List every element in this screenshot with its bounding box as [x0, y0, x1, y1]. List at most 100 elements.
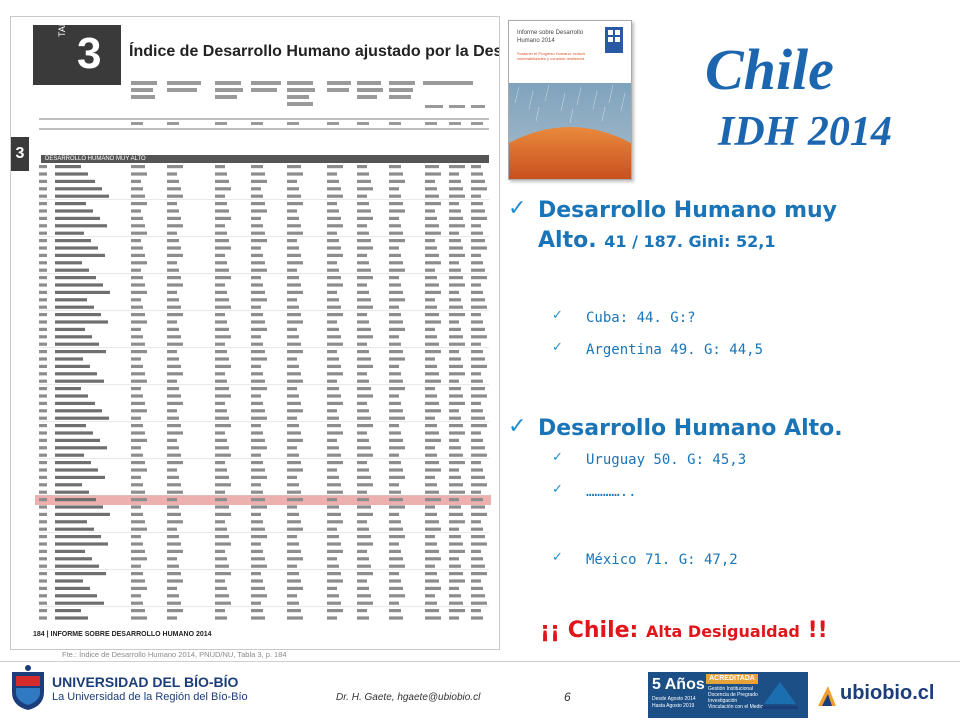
- table-cell: [357, 483, 373, 487]
- table-cell: [251, 424, 261, 428]
- table-cell: [327, 438, 337, 442]
- table-cell: [215, 475, 229, 479]
- table-cell: [55, 209, 93, 213]
- table-cell: [215, 327, 229, 331]
- table-cell: [55, 379, 104, 383]
- table-cell: [389, 276, 399, 280]
- table-cell: [131, 372, 145, 376]
- table-cell: [449, 549, 465, 553]
- table-cell: [55, 438, 100, 442]
- table-cell: [471, 239, 485, 243]
- table-cell: [251, 335, 261, 339]
- table-cell: [55, 409, 102, 413]
- table-cell: [471, 453, 487, 457]
- table-cell: [287, 616, 303, 620]
- table-cell: [357, 475, 371, 479]
- table-cell: [449, 342, 465, 346]
- chile-rank-gini: 41 / 187. Gini: 52,1: [604, 232, 776, 251]
- checkmark-icon: ✓: [552, 550, 563, 565]
- table-cell: [39, 253, 47, 257]
- table-cell: [425, 372, 439, 376]
- table-cell: [55, 216, 100, 220]
- table-cell: [251, 372, 263, 376]
- table-cell: [389, 165, 401, 169]
- table-cell: [55, 453, 84, 457]
- table-cell: [167, 549, 183, 553]
- table-cell: [449, 387, 461, 391]
- table-cell: [131, 290, 147, 294]
- table-cell: [287, 586, 303, 590]
- table-cell: [327, 209, 339, 213]
- table-cell: [425, 490, 439, 494]
- table-cell: [55, 357, 83, 361]
- table-cell: [327, 572, 341, 576]
- table-cell: [167, 387, 179, 391]
- table-cell: [357, 579, 367, 583]
- table-cell: [471, 483, 487, 487]
- table-cell: [39, 342, 47, 346]
- table-cell: [215, 601, 231, 605]
- table-cell: [55, 372, 97, 376]
- table-cell: [449, 475, 461, 479]
- table-cell: [215, 453, 231, 457]
- table-cell: [425, 609, 439, 613]
- table-cell: [55, 586, 90, 590]
- table-cell: [471, 542, 487, 546]
- tab-word: TABLA: [57, 16, 67, 37]
- table-cell: [357, 290, 369, 294]
- table-cell: [357, 490, 367, 494]
- table-cell: [449, 468, 459, 472]
- table-cell: [167, 239, 179, 243]
- table-cell: [425, 579, 439, 583]
- table-cell: [251, 246, 261, 250]
- table-cell: [471, 194, 481, 198]
- table-cell: [389, 246, 399, 250]
- table-cell: [287, 202, 303, 206]
- table-cell: [55, 520, 87, 524]
- table-cell: [215, 594, 229, 598]
- table-cell: [251, 357, 267, 361]
- table-cell: [131, 483, 143, 487]
- table-cell: [251, 394, 261, 398]
- table-cell: [357, 409, 369, 413]
- table-cell: [39, 372, 47, 376]
- table-cell: [449, 586, 459, 590]
- idh-table-image: TABLA 3 Índice de Desarrollo Humano ajus…: [10, 16, 500, 650]
- ubiobio-text: ubiobio.cl: [840, 682, 935, 704]
- table-cell: [55, 231, 84, 235]
- table-cell: [39, 572, 47, 576]
- table-cell: [449, 364, 463, 368]
- table-cell: [327, 461, 343, 465]
- table-cell: [425, 216, 437, 220]
- table-cell: [167, 416, 179, 420]
- ubiobio-brand[interactable]: ubiobio.cl: [816, 678, 956, 712]
- table-cell: [55, 261, 82, 265]
- table-cell: [251, 490, 263, 494]
- table-cell: [471, 283, 481, 287]
- table-cell: [389, 461, 401, 465]
- table-cell: [357, 520, 367, 524]
- table-cell: [55, 549, 85, 553]
- table-cell: [287, 261, 303, 265]
- table-cell: [389, 512, 399, 516]
- table-cell: [425, 231, 441, 235]
- table-cell: [39, 468, 47, 472]
- table-cell: [251, 202, 265, 206]
- table-cell: [131, 542, 143, 546]
- table-cell: [425, 520, 439, 524]
- table-cell: [425, 535, 435, 539]
- table-cell: [357, 165, 367, 169]
- table-cell: [425, 313, 439, 317]
- table-cell: [131, 253, 145, 257]
- table-cell: [471, 261, 483, 265]
- table-cell: [39, 483, 47, 487]
- table-cell: [425, 401, 439, 405]
- table-cell: [357, 246, 373, 250]
- table-cell: [251, 431, 263, 435]
- table-cell: [251, 609, 263, 613]
- table-cell: [449, 601, 463, 605]
- table-cell: [167, 342, 183, 346]
- table-cell: [425, 283, 439, 287]
- table-cell: [287, 461, 301, 465]
- table-cell: [449, 431, 465, 435]
